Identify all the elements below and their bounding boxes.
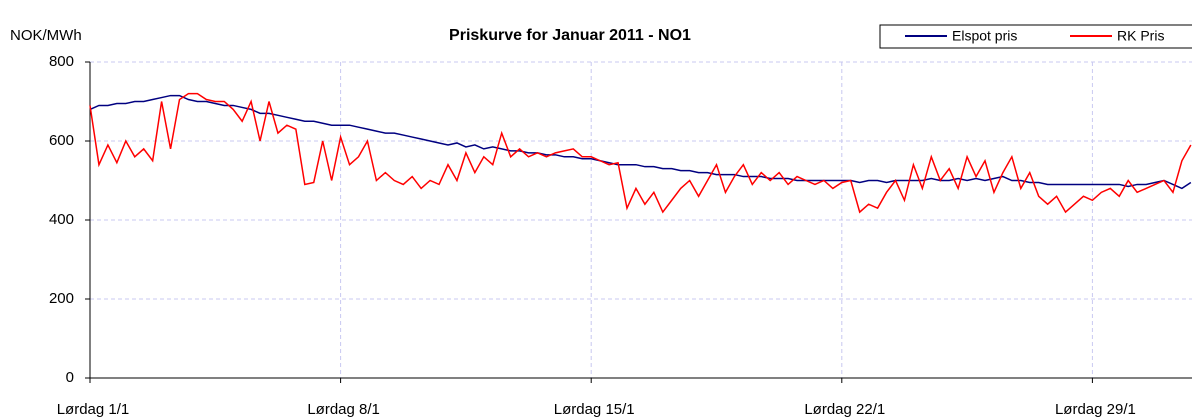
legend-box xyxy=(879,24,1192,49)
y-tick-label: 0 xyxy=(66,369,74,386)
x-tick-label: Lørdag 15/1 xyxy=(554,401,635,418)
y-tick-label: 200 xyxy=(49,290,74,307)
y-tick-label: 400 xyxy=(49,211,74,228)
y-axis-label: NOK/MWh xyxy=(10,27,82,44)
y-tick-label: 600 xyxy=(49,132,74,149)
x-tick-label: Lørdag 29/1 xyxy=(1055,401,1136,418)
y-tick-label: 800 xyxy=(49,53,74,70)
series-line xyxy=(89,94,1192,190)
x-tick-label: Lørdag 1/1 xyxy=(57,401,130,418)
x-tick-label: Lørdag 8/1 xyxy=(307,401,380,418)
legend-label: RK Pris xyxy=(1117,28,1164,44)
legend-label: Elspot pris xyxy=(952,28,1017,44)
x-tick-label: Lørdag 22/1 xyxy=(804,401,885,418)
series-line xyxy=(89,92,1192,214)
chart-title: Priskurve for Januar 2011 - NO1 xyxy=(449,27,691,44)
